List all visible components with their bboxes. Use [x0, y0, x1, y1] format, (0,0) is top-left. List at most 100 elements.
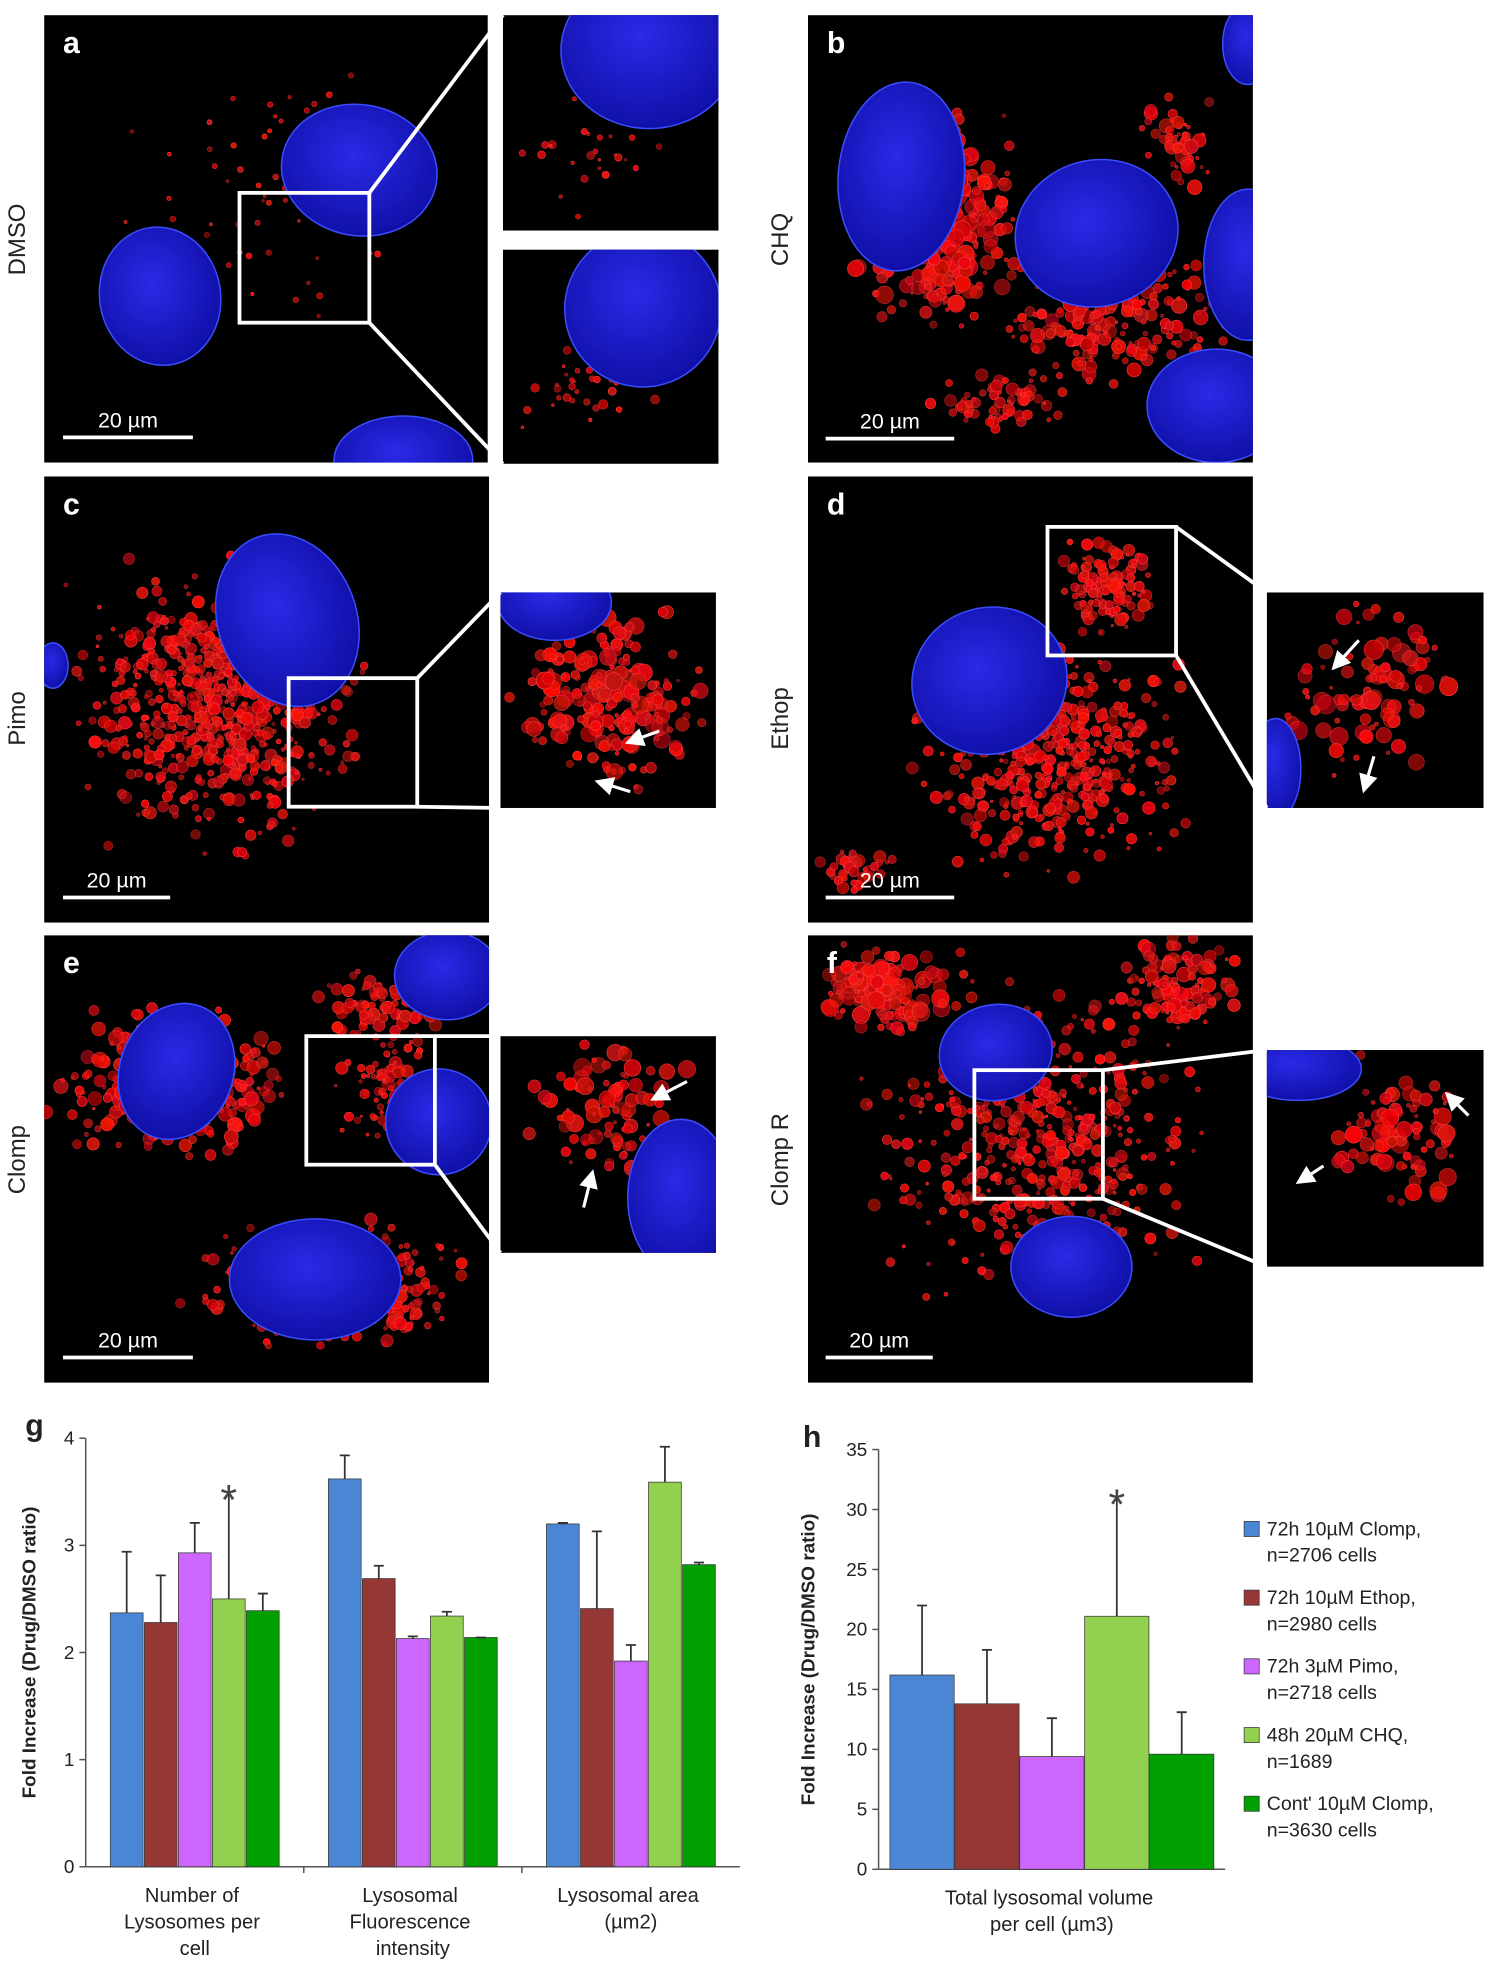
lysosome — [983, 1125, 990, 1132]
lysosome — [1038, 1174, 1046, 1182]
lysosome — [1095, 559, 1107, 571]
lysosome — [92, 701, 102, 710]
lysosome — [1144, 1232, 1157, 1245]
lysosome — [222, 754, 234, 766]
lysosome — [143, 694, 149, 700]
lysosome — [1383, 1096, 1391, 1104]
lysosome — [963, 417, 969, 423]
lysosome — [886, 305, 897, 315]
lysosome — [1353, 754, 1360, 761]
lysosome — [983, 239, 998, 254]
nucleus — [560, 15, 719, 130]
lysosome — [168, 804, 179, 815]
lysosome — [155, 694, 164, 704]
zoom-box — [237, 190, 372, 325]
lysosome — [1121, 1039, 1130, 1049]
lysosome — [439, 1315, 445, 1322]
error-bar — [591, 1530, 602, 1609]
lysosome — [1071, 1159, 1077, 1165]
lysosome — [1162, 802, 1170, 810]
lysosome — [116, 658, 124, 666]
lysosome — [394, 1317, 408, 1330]
lysosome — [1010, 1155, 1020, 1164]
lysosome — [175, 1298, 186, 1309]
lysosome — [177, 656, 184, 663]
lysosome — [921, 266, 936, 281]
lysosome — [950, 1155, 961, 1167]
lysosome — [232, 763, 237, 768]
lysosome — [1340, 1159, 1355, 1174]
lysosome — [901, 1137, 914, 1150]
lysosome — [125, 768, 137, 780]
lysosome — [143, 736, 148, 741]
lysosome — [317, 712, 321, 716]
nucleus — [1146, 348, 1253, 463]
lysosome — [1095, 731, 1102, 738]
lysosome — [549, 143, 553, 148]
lysosome — [1133, 581, 1145, 592]
legend-label: 72h 10µM Ethop, n=2980 cells — [1267, 1587, 1421, 1635]
lysosome — [70, 1076, 75, 1081]
lysosome — [539, 701, 546, 708]
lysosome — [88, 716, 97, 725]
lysosome — [1106, 1070, 1111, 1075]
lysosome — [1043, 771, 1048, 776]
lysosome — [969, 1137, 973, 1142]
lysosome — [623, 1059, 642, 1077]
lysosome — [919, 950, 933, 964]
lysosome — [81, 1090, 86, 1095]
lysosome — [664, 700, 678, 713]
lysosome — [116, 1045, 122, 1050]
lysosome — [1199, 1130, 1204, 1136]
lysosome — [1083, 1018, 1095, 1030]
lysosome — [148, 647, 156, 655]
lysosome — [1086, 1208, 1096, 1218]
lysosome — [424, 1322, 432, 1330]
lysosome — [1174, 165, 1179, 169]
error-bar — [223, 1490, 234, 1599]
lysosome — [844, 962, 850, 967]
lysosome — [1032, 1086, 1038, 1092]
lysosome — [232, 734, 238, 739]
lysosome — [1003, 257, 1009, 263]
nucleus — [1010, 1215, 1133, 1318]
lysosome — [657, 606, 668, 618]
micrograph — [44, 15, 488, 463]
lysosome — [692, 682, 709, 699]
lysosome — [1346, 1121, 1352, 1127]
lysosome — [412, 1036, 423, 1047]
lysosome — [582, 1065, 593, 1076]
lysosome — [297, 219, 301, 223]
lysosome — [1098, 793, 1109, 804]
lysosome — [1123, 1087, 1128, 1092]
lysosome — [1080, 761, 1087, 768]
lysosome — [1413, 1132, 1421, 1141]
lysosome — [1114, 320, 1119, 324]
lysosome — [376, 1103, 385, 1111]
lysosome — [1036, 308, 1048, 320]
lysosome — [191, 595, 205, 609]
lysosome — [355, 1029, 362, 1035]
lysosome — [1001, 222, 1013, 235]
micrograph-background — [44, 15, 488, 463]
lysosome — [1071, 592, 1079, 600]
lysosome — [992, 1215, 999, 1223]
lysosome — [1173, 134, 1178, 139]
lysosome — [1095, 709, 1109, 723]
panel-label: e — [63, 947, 80, 980]
lysosome — [160, 635, 173, 648]
lysosome — [1086, 771, 1094, 779]
lysosome — [578, 658, 586, 666]
lysosome — [273, 114, 278, 119]
lysosome — [366, 1073, 371, 1078]
lysosome — [963, 796, 970, 802]
lysosome — [225, 179, 230, 183]
lysosome — [1108, 378, 1119, 389]
lysosome — [961, 1177, 971, 1186]
treatment-label: Ethop — [767, 687, 794, 750]
lysosome — [1105, 758, 1112, 764]
lysosome — [357, 1064, 366, 1073]
lysosome — [1018, 1161, 1022, 1166]
lysosome — [1060, 790, 1065, 795]
lysosome — [1361, 657, 1374, 670]
